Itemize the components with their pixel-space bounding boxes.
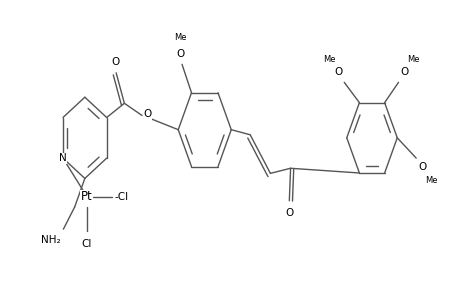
Text: Me: Me [174, 33, 187, 42]
Text: -Cl: -Cl [114, 192, 128, 202]
Text: O: O [111, 57, 119, 67]
Text: NH₂: NH₂ [41, 235, 61, 245]
Text: O: O [285, 208, 293, 218]
Text: O: O [176, 49, 185, 59]
Text: Me: Me [322, 55, 335, 64]
Text: N: N [59, 153, 67, 163]
Text: O: O [417, 162, 425, 172]
Text: Me: Me [424, 176, 437, 185]
Text: O: O [143, 110, 151, 119]
Text: Pt: Pt [81, 190, 93, 203]
Text: Me: Me [406, 55, 418, 64]
Text: O: O [333, 67, 341, 77]
Text: O: O [399, 67, 408, 77]
Text: Cl: Cl [82, 239, 92, 249]
